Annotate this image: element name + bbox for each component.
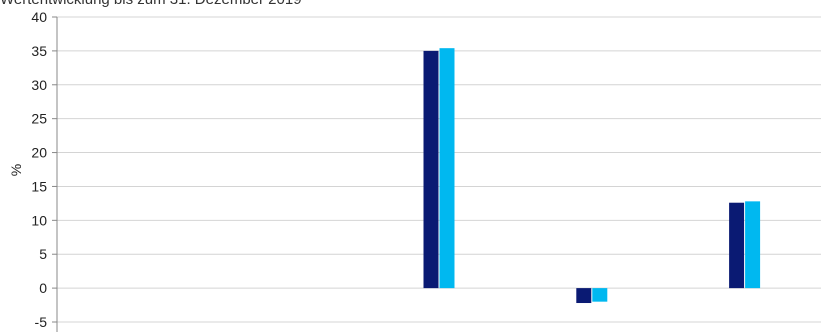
y-tick-label: 10 [31,212,47,228]
chart-title: Wertentwicklung bis zum 31. Dezember 201… [0,0,302,9]
y-tick-label: 5 [39,246,47,262]
bar [423,50,439,289]
y-tick-label: 15 [31,178,47,194]
y-tick-label: 35 [31,43,47,59]
y-tick-label: 30 [31,77,47,93]
y-tick-label: -5 [35,314,48,330]
gridlines [57,16,821,323]
y-tick-labels: 40 35 30 25 20 15 10 5 0 -5 [31,9,57,330]
bar [745,201,761,289]
y-tick-label: 25 [31,111,47,127]
y-tick-label: 0 [39,280,47,296]
y-tick-label: 20 [31,145,47,161]
y-axis-label: % [8,164,24,176]
bar [576,288,592,304]
y-tick-label: 40 [31,9,47,25]
bar [592,288,608,302]
bars [423,48,761,304]
bar [439,48,455,289]
bar [729,202,745,289]
